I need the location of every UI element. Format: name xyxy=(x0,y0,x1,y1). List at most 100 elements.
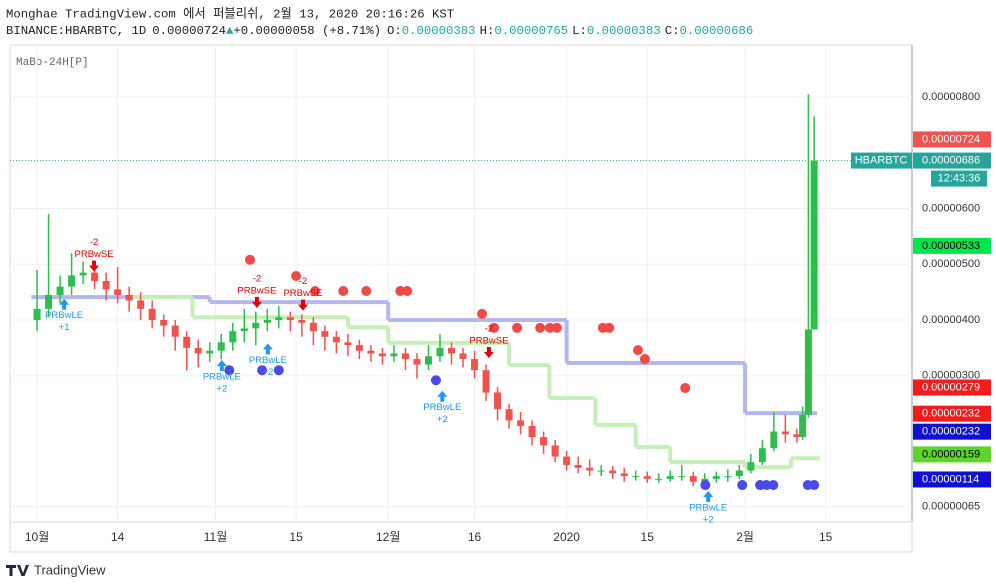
ohlc-label: C: xyxy=(665,24,680,38)
signal-dot xyxy=(291,270,302,281)
candle-body xyxy=(401,353,409,360)
annotation-text: PRBwLE xyxy=(249,355,287,366)
candle-body xyxy=(574,464,582,468)
candle-body xyxy=(528,425,536,438)
candle-body xyxy=(424,356,432,365)
candle-body xyxy=(45,294,53,309)
logo-mark xyxy=(6,565,29,576)
annotation-text: PRBwLE xyxy=(423,402,461,413)
signal-dot xyxy=(700,480,711,491)
ohlc-value: 0.00000383 xyxy=(402,24,476,38)
annotation: PRBwLE+2 xyxy=(423,390,461,425)
x-tick-label: 11월 xyxy=(204,530,228,544)
signal-dot xyxy=(809,480,820,491)
candle-body xyxy=(799,414,807,438)
last-price-label: 0.00000686 xyxy=(922,154,980,166)
annotation-count: +2 xyxy=(216,384,227,395)
ohlc-value: 0.00000383 xyxy=(587,24,661,38)
candle-body xyxy=(114,289,122,295)
price-label-bg xyxy=(913,379,991,396)
candle-body xyxy=(632,476,640,478)
direction: ▲ xyxy=(226,24,234,38)
signal-dot xyxy=(768,480,779,491)
candle-body xyxy=(609,470,617,474)
candle-body xyxy=(344,342,352,346)
annotation: PRBwLE+1 xyxy=(45,298,83,333)
signal-dot xyxy=(512,322,523,333)
candle-body xyxy=(517,420,525,426)
countdown: 12:43:36 xyxy=(938,172,981,184)
price-label-bg xyxy=(913,237,991,254)
signal-dot xyxy=(245,254,256,265)
candle-body xyxy=(666,476,674,479)
annotation-count: -2 xyxy=(253,273,261,284)
y-tick-label: 0.00000600 xyxy=(922,202,980,214)
candle-body xyxy=(252,322,260,329)
candle-body xyxy=(678,476,686,478)
signal-dot xyxy=(310,286,321,297)
header-title: Monghae TradingView.com 에서 퍼블리쉬, 2월 13, … xyxy=(6,6,454,21)
candle-body xyxy=(229,331,237,343)
annotation: PRBwSE-2 xyxy=(283,276,323,311)
y-tick-label: 0.00000800 xyxy=(922,91,980,103)
candle-body xyxy=(459,353,467,360)
annotation-count: +2 xyxy=(703,515,714,526)
candle-body xyxy=(378,353,386,357)
arrow-down xyxy=(89,260,100,272)
annotation: PRBwLE+2 xyxy=(689,491,727,526)
candle-body xyxy=(586,467,594,471)
annotation-count: +1 xyxy=(59,322,70,333)
price-label: 0.00000114 xyxy=(922,473,979,485)
candle-body xyxy=(56,286,64,295)
candle-body xyxy=(448,347,456,354)
candle-body xyxy=(758,448,766,463)
candle-body xyxy=(712,476,720,479)
price-label-bg xyxy=(913,131,991,148)
candle-body xyxy=(160,320,168,326)
candle-body xyxy=(540,437,548,446)
arrow-up xyxy=(59,298,70,310)
candle-body xyxy=(620,473,628,477)
y-tick-label: 0.00000500 xyxy=(922,258,980,270)
signal-dot xyxy=(395,286,406,297)
x-tick-label: 12월 xyxy=(376,530,400,544)
price-label: 0.00000232 xyxy=(922,426,980,438)
price-label-bg xyxy=(913,471,991,488)
time-axis xyxy=(9,521,913,553)
candle-body xyxy=(355,345,363,351)
signal-dot xyxy=(257,365,268,376)
candle-body xyxy=(781,431,789,435)
candle-body xyxy=(321,331,329,337)
annotation: PRBwSE-2 xyxy=(75,237,114,272)
signal-dot xyxy=(639,354,650,365)
signal-dot xyxy=(402,286,413,297)
candle-body xyxy=(747,462,755,471)
annotation: PRBwSE-2 xyxy=(237,273,276,308)
signal-dot xyxy=(477,308,488,319)
signal-dot xyxy=(633,345,644,356)
annotation: PRBwSE-2 xyxy=(469,324,508,359)
x-tick-label: 15 xyxy=(641,530,655,544)
price-label: 0.00000533 xyxy=(922,240,980,252)
signal-dot xyxy=(761,480,772,491)
signal-dot xyxy=(680,383,691,394)
candle-body xyxy=(390,353,398,357)
signal-dot xyxy=(273,365,284,376)
candle-body xyxy=(298,320,306,323)
candle-body xyxy=(482,370,490,393)
candle-body xyxy=(275,317,283,321)
x-tick-label: 14 xyxy=(111,530,125,544)
symbol-bg xyxy=(851,152,912,169)
annotation-text: PRBwLE xyxy=(45,310,83,321)
candle-body xyxy=(436,347,444,357)
signal-dot xyxy=(535,322,546,333)
annotation-text: PRBwSE xyxy=(237,285,276,296)
candle-body xyxy=(551,445,559,457)
annotation-count: -2 xyxy=(90,237,98,248)
signal-dot xyxy=(489,322,500,333)
annotation: PRBwLE+2 xyxy=(203,360,241,395)
y-tick-label: 0.00000400 xyxy=(922,314,980,326)
annotation: PRBwLE+2 xyxy=(249,343,287,378)
x-tick-label: 10월 xyxy=(25,530,49,544)
